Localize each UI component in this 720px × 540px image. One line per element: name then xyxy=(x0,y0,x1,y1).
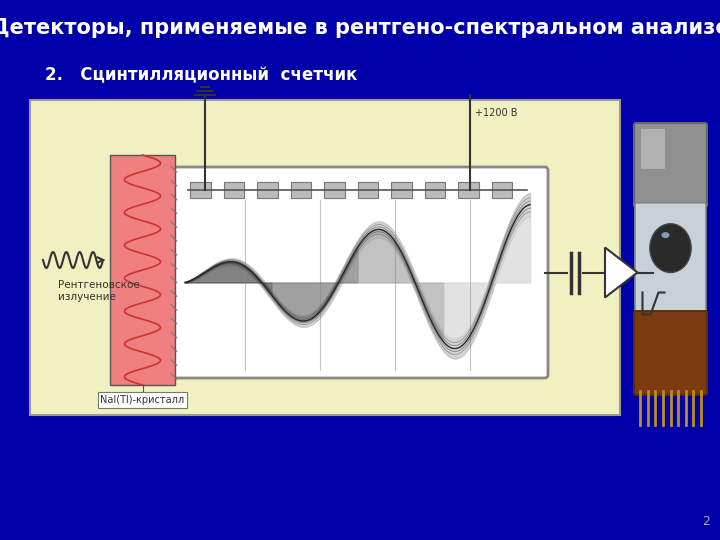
Bar xyxy=(458,182,479,198)
Bar xyxy=(358,182,379,198)
Text: 2.   Сцинтилляционный  счетчик: 2. Сцинтилляционный счетчик xyxy=(45,66,357,84)
Text: излучение: излучение xyxy=(58,292,116,302)
Bar xyxy=(641,129,665,169)
Bar xyxy=(257,182,278,198)
Text: 2: 2 xyxy=(702,515,710,528)
Bar xyxy=(324,182,345,198)
FancyBboxPatch shape xyxy=(167,167,548,378)
Bar xyxy=(30,100,620,415)
Bar xyxy=(190,182,211,198)
Bar xyxy=(110,155,175,385)
Text: Детекторы, применяемые в рентгено-спектральном анализе: Детекторы, применяемые в рентгено-спектр… xyxy=(0,18,720,38)
FancyBboxPatch shape xyxy=(635,203,706,315)
Text: Рентгеновское: Рентгеновское xyxy=(58,280,140,290)
Text: +1200 В: +1200 В xyxy=(475,108,518,118)
Ellipse shape xyxy=(662,232,670,238)
Bar xyxy=(290,182,312,198)
Text: NaI(Tl)-кристалл: NaI(Tl)-кристалл xyxy=(100,395,184,405)
Bar xyxy=(391,182,412,198)
Polygon shape xyxy=(605,247,637,298)
Bar xyxy=(492,182,513,198)
Bar xyxy=(425,182,446,198)
Bar xyxy=(223,182,244,198)
Ellipse shape xyxy=(650,224,691,273)
FancyBboxPatch shape xyxy=(634,311,707,395)
FancyBboxPatch shape xyxy=(634,123,707,207)
